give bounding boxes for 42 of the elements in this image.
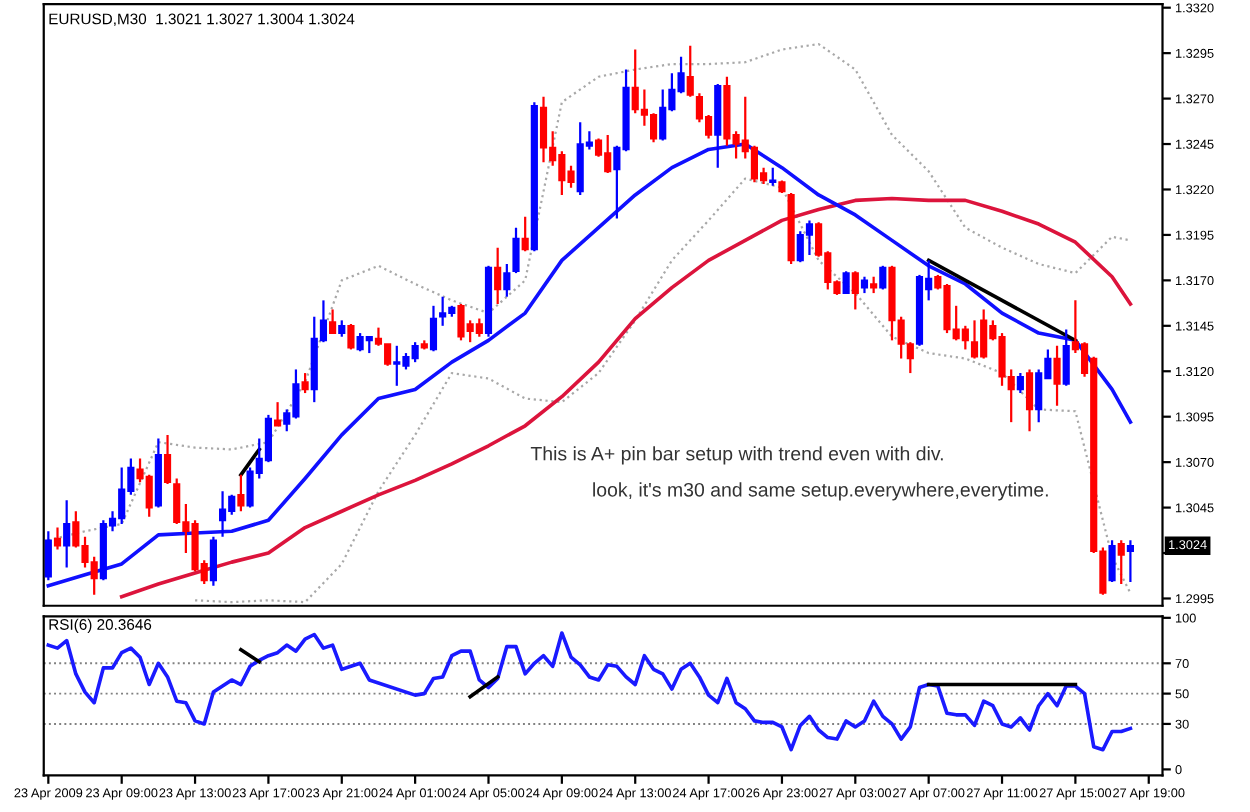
candlestick [274, 401, 282, 427]
candlestick [750, 144, 759, 184]
candlestick [649, 112, 658, 144]
candlestick [475, 317, 483, 338]
candlestick [659, 88, 667, 142]
candlestick [44, 530, 52, 582]
line-series [46, 631, 1133, 752]
candlestick [1053, 344, 1061, 407]
candlestick [209, 535, 217, 587]
candlestick [1016, 371, 1024, 395]
candlestick [805, 219, 814, 257]
candlestick [429, 304, 438, 353]
candlestick [879, 264, 887, 291]
annotation: look, it's m30 and same setup.everywhere,everytime. [593, 482, 1048, 501]
candlestick [494, 246, 502, 306]
candlestick [503, 262, 511, 298]
candlestick [329, 308, 337, 335]
candlestick [218, 490, 227, 538]
candlestick [63, 499, 71, 569]
candlestick [1117, 539, 1125, 586]
candlestick [851, 270, 859, 311]
candlestick [686, 44, 694, 98]
candlestick [439, 295, 447, 327]
annotation: This is A+ pin bar setup with trend even with div. [530, 446, 943, 465]
candlestick [301, 371, 309, 395]
candlestick [173, 477, 181, 526]
candlestick [842, 270, 850, 295]
candlestick [512, 226, 520, 275]
candlestick [237, 473, 245, 513]
candlestick [163, 433, 172, 486]
candlestick [521, 215, 529, 253]
candlestick [970, 319, 979, 360]
candlestick [539, 95, 548, 164]
candlestick [769, 166, 777, 187]
candlestick [1108, 539, 1116, 584]
candlestick [1062, 328, 1070, 387]
candlestick [961, 324, 969, 351]
candlestick [1126, 539, 1134, 584]
candlestick [347, 322, 355, 351]
candlestick [53, 526, 62, 551]
candlestick [1025, 368, 1034, 433]
line-series [46, 142, 1133, 588]
